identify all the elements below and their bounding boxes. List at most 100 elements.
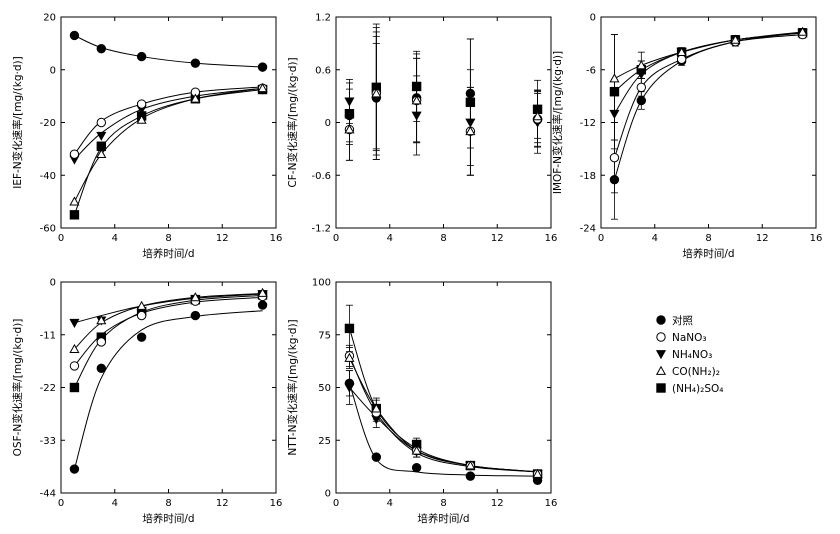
fit-curve [74,296,263,367]
data-point [96,131,107,141]
y-axis-title: NTT-N变化速率/[mg/(kg·d)] [286,319,299,455]
x-tick-label: 8 [705,233,711,244]
x-tick-label: 8 [440,233,446,244]
data-point [411,445,422,455]
data-point [636,95,647,106]
data-point [411,462,422,473]
legend-label: (NH₄)₂SO₄ [672,383,724,395]
legend-label: NaNO₃ [672,332,707,344]
legend-marker [656,332,666,342]
y-tick-label: 50 [318,383,331,394]
x-tick-label: 16 [545,498,558,509]
y-tick-label: 0 [325,489,331,500]
y-tick-label: 0 [590,13,596,24]
y-tick-label: 25 [318,436,331,447]
data-point [136,332,147,342]
data-point [532,111,543,121]
y-tick-label: 1.2 [315,13,331,24]
plot-frame [335,16,552,229]
y-tick-label: -24 [580,224,596,235]
x-tick-label: 4 [387,233,393,244]
data-point [797,26,808,36]
y-tick-label: -11 [40,330,56,341]
data-point [465,126,476,136]
data-point [371,452,382,462]
data-point [411,111,422,121]
data-point [96,148,107,159]
data-point [136,300,147,310]
fit-curve [613,32,803,180]
data-point [69,30,80,41]
data-point [136,310,147,321]
x-tick-label: 0 [598,233,604,244]
data-point [190,292,201,302]
x-tick-label: 12 [216,233,229,244]
data-point [69,382,80,393]
legend-label: 对照 [672,314,693,327]
x-axis-title: 培养时间/d [142,247,194,260]
data-point [465,97,476,107]
data-point [344,383,355,393]
panel-ntt-n: 0 4 8 12 16 0 25 50 75 100 培养时间/d NTT-N变化速率/[mg/(kg… [286,278,557,526]
data-point [190,58,201,68]
data-point [96,363,107,374]
x-tick-label: 12 [491,233,504,244]
legend-marker [656,315,666,325]
data-point [609,152,620,163]
x-axis-title: 培养时间/d [682,247,734,260]
plot-frame [335,281,552,494]
plot-frame [60,16,277,229]
data-point [730,34,741,44]
data-point [190,310,201,321]
legend-marker [655,350,667,360]
data-point [411,95,422,105]
data-point [136,114,147,124]
y-axis-title: IMOF-N变化速率/[mg/(kg·d)] [551,51,564,194]
y-axis-title: IEF-N变化速率/[mg/(kg·d)] [11,56,24,189]
y-tick-label: 75 [318,330,331,341]
x-tick-label: 12 [491,498,504,509]
data-point [257,62,268,72]
panel-ief-n: 0 4 8 12 16 -60 -40 -20 0 20 培养时间/d IEF-N变化速率/[mg/(… [11,13,282,261]
y-tick-label: 0 [50,278,56,289]
data-point [344,109,355,119]
data-point [344,352,355,362]
data-point [69,196,80,206]
y-tick-label: -12 [580,118,596,129]
data-point [96,337,107,347]
x-tick-label: 4 [112,498,118,509]
data-point [465,471,476,481]
x-tick-label: 0 [333,233,339,244]
y-tick-label: -33 [40,436,56,447]
data-point [257,287,268,297]
x-tick-label: 16 [270,498,283,509]
data-point [344,323,355,334]
data-point [636,70,647,80]
y-tick-label: 0.6 [315,65,331,76]
x-tick-label: 0 [58,498,64,509]
data-point [69,343,80,353]
x-tick-label: 8 [165,498,171,509]
data-point [136,51,147,62]
data-point [465,460,476,470]
y-tick-label: -40 [40,171,56,182]
data-point [371,403,382,413]
data-point [411,81,422,92]
data-point [344,124,355,134]
x-tick-label: 16 [270,233,283,244]
plot-frame [60,281,277,494]
data-point [609,73,620,83]
data-point [136,99,147,109]
data-point [465,118,476,128]
y-axis-title: CF-N变化速率/[mg/(kg·d)] [286,57,299,187]
x-tick-label: 12 [216,498,229,509]
data-point [190,93,201,103]
data-point [96,43,107,54]
x-tick-label: 4 [112,233,118,244]
y-tick-label: -1.2 [311,224,331,235]
data-point [69,361,80,371]
y-tick-label: -22 [40,383,56,394]
legend-marker [656,383,666,393]
legend-label: NH₄NO₃ [672,349,712,361]
